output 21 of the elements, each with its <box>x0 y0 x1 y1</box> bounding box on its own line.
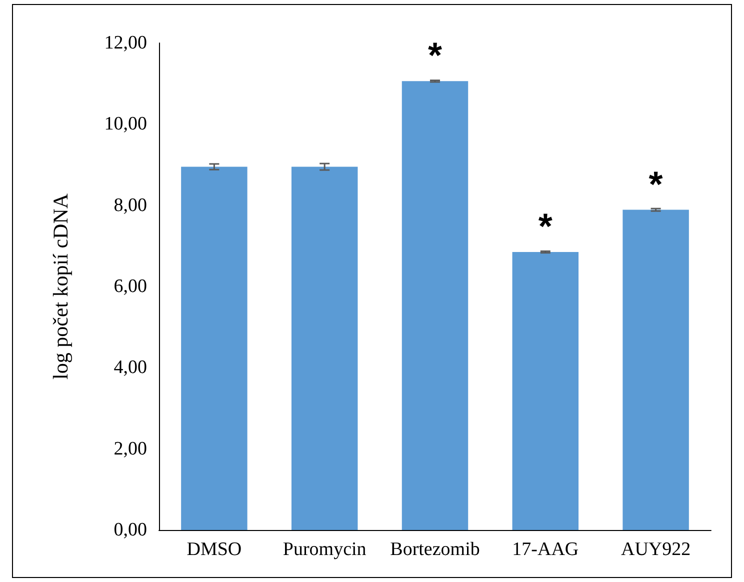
y-tick-label: 0,00 <box>114 520 147 540</box>
x-tick-label: DMSO <box>186 539 242 560</box>
bar <box>512 252 579 530</box>
x-tick-label: AUY922 <box>620 539 691 560</box>
y-tick-label: 6,00 <box>114 276 147 297</box>
y-tick-label: 10,00 <box>104 114 147 135</box>
x-tick-label: Puromycin <box>282 539 367 560</box>
annotation: * <box>648 163 663 204</box>
bar <box>291 166 358 530</box>
annotation: * <box>538 206 552 247</box>
x-tick-label: 17-AAG <box>512 539 579 560</box>
y-tick-label: 8,00 <box>114 194 147 216</box>
y-axis-title: log počet kopií cDNA <box>48 192 72 380</box>
bar <box>622 210 689 530</box>
y-tick-label: 4,00 <box>114 357 147 378</box>
x-tick-label: Bortezomib <box>390 539 480 560</box>
bar <box>402 81 468 530</box>
annotation: * <box>428 34 442 76</box>
y-tick-label: 12,00 <box>104 32 147 54</box>
bar <box>181 166 248 530</box>
y-tick-label: 2,00 <box>114 438 147 460</box>
